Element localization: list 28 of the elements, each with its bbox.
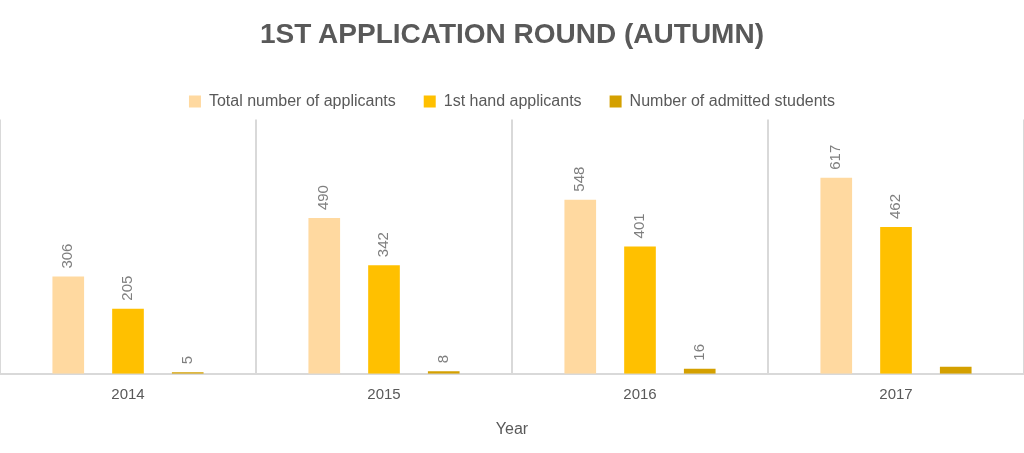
bar bbox=[564, 199, 597, 374]
data-label: 16 bbox=[689, 344, 707, 361]
x-tick-label: 2017 bbox=[879, 384, 913, 402]
chart-title: 1ST APPLICATION ROUND (AUTUMN) bbox=[260, 17, 764, 49]
data-label: 462 bbox=[886, 193, 904, 219]
data-label: 490 bbox=[314, 185, 332, 211]
data-label: 5 bbox=[177, 355, 195, 365]
x-tick-label: 2015 bbox=[367, 384, 401, 402]
data-label: 548 bbox=[570, 166, 588, 192]
bar bbox=[820, 177, 853, 374]
bar bbox=[52, 276, 85, 374]
bar bbox=[308, 218, 341, 374]
x-tick-label: 2016 bbox=[623, 384, 657, 402]
bar bbox=[624, 246, 656, 374]
data-label: 342 bbox=[374, 232, 392, 258]
x-axis-title: Year bbox=[495, 419, 529, 437]
data-label: 8 bbox=[433, 354, 451, 364]
legend-label: Total number of applicants bbox=[208, 92, 396, 110]
bar bbox=[368, 265, 400, 374]
bar bbox=[112, 308, 144, 374]
data-label: 617 bbox=[826, 144, 844, 170]
legend-label: Number of admitted students bbox=[629, 92, 836, 110]
bar bbox=[880, 227, 912, 374]
data-label: 205 bbox=[118, 275, 136, 301]
data-label: 306 bbox=[58, 243, 76, 269]
x-tick-label: 2014 bbox=[111, 384, 145, 402]
legend-label: 1st hand applicants bbox=[443, 92, 582, 110]
data-label: 401 bbox=[630, 213, 648, 239]
